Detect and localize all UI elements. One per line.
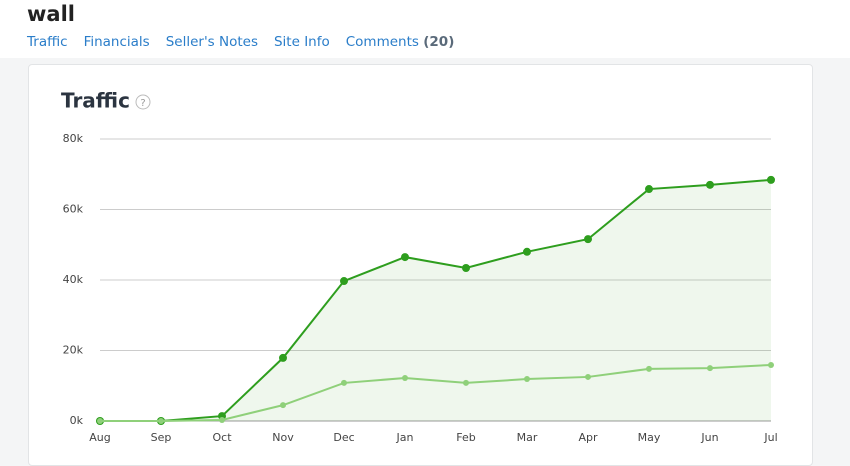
point xyxy=(279,353,287,362)
x-tick-label: Mar xyxy=(517,431,538,444)
x-tick-label: Sep xyxy=(151,431,172,444)
header: wall Traffic Financials Seller's Notes S… xyxy=(0,0,850,58)
y-tick-label: 40k xyxy=(63,273,84,286)
point xyxy=(524,376,530,383)
card-title: Traffic xyxy=(61,89,130,113)
x-tick-label: Apr xyxy=(578,431,598,444)
point xyxy=(280,402,286,409)
site-title: wall xyxy=(27,2,75,26)
point xyxy=(401,253,409,262)
point xyxy=(340,277,348,286)
point xyxy=(219,416,225,423)
point xyxy=(707,365,713,372)
x-tick-label: Dec xyxy=(333,431,354,444)
point xyxy=(462,264,470,273)
tab[interactable]: Traffic xyxy=(27,34,68,50)
point xyxy=(645,185,653,194)
point xyxy=(767,175,775,184)
x-tick-label: Jan xyxy=(396,431,414,444)
x-tick-label: Jul xyxy=(763,431,777,444)
tab[interactable]: Comments (20) xyxy=(346,34,455,50)
tab-label[interactable]: Comments xyxy=(345,34,419,50)
point xyxy=(768,361,774,368)
point xyxy=(584,235,592,244)
tab[interactable]: Financials xyxy=(83,34,150,50)
chart: Traffic ? 0k 20k 40k 60k 80k Aug Sep Oct Nov Dec J… xyxy=(61,89,778,445)
point xyxy=(646,365,652,372)
tab[interactable]: Seller's Notes xyxy=(165,34,258,50)
tabs: Traffic Financials Seller's Notes Site I… xyxy=(27,34,454,50)
area xyxy=(100,179,771,421)
tab[interactable]: Site Info xyxy=(273,34,330,50)
y-tick-label: 80k xyxy=(63,132,84,145)
point xyxy=(402,374,408,381)
point xyxy=(97,418,103,424)
point xyxy=(706,180,714,189)
point xyxy=(585,373,591,380)
comment-count[interactable]: (20) xyxy=(423,34,455,50)
x-tick-label: May xyxy=(638,431,661,444)
line xyxy=(100,363,772,422)
help-icon[interactable]: ? xyxy=(140,98,145,109)
point xyxy=(523,247,531,256)
x-tick-label: Aug xyxy=(89,431,110,444)
line xyxy=(100,178,772,422)
point xyxy=(158,418,164,424)
x-tick-label: Nov xyxy=(272,431,294,444)
x-tick-label: Feb xyxy=(456,431,475,444)
x-tick-label: Oct xyxy=(212,431,232,444)
y-tick-label: 0k xyxy=(70,414,84,427)
point xyxy=(463,379,469,386)
y-tick-label: 20k xyxy=(63,344,84,357)
point xyxy=(341,379,347,386)
card xyxy=(28,64,813,466)
help-icon-circle[interactable] xyxy=(135,94,151,110)
y-tick-label: 60k xyxy=(63,203,84,216)
x-tick-label: Jun xyxy=(700,431,718,444)
